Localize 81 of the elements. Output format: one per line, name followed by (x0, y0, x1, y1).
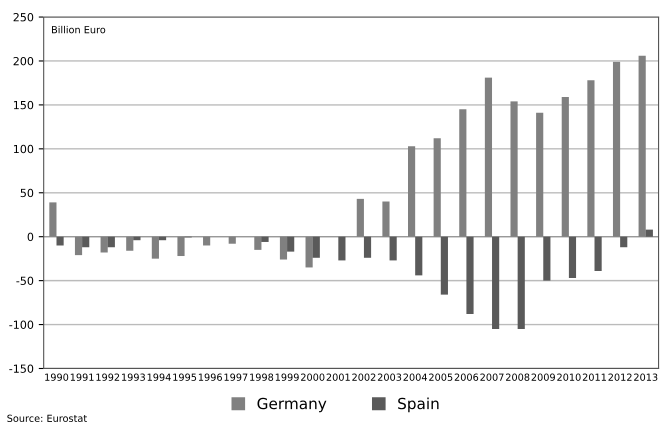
x-tick-label: 1990 (45, 374, 68, 381)
y-tick-label: 200 (14, 56, 34, 66)
x-tick-label: 1999 (276, 374, 299, 381)
bar (364, 236, 372, 258)
bar (492, 236, 500, 329)
x-tick-label: 1992 (96, 374, 120, 381)
bar (108, 236, 115, 248)
bar (356, 198, 364, 237)
bar (74, 236, 82, 256)
bar (620, 236, 628, 248)
bar (484, 78, 492, 237)
x-tick-label: 1993 (122, 374, 145, 381)
bar (338, 236, 346, 260)
bar (228, 236, 236, 244)
bar (587, 80, 595, 237)
bar (568, 236, 576, 278)
bar (390, 236, 397, 260)
bar (261, 236, 269, 242)
bar (280, 236, 288, 260)
bar (126, 236, 134, 251)
x-tick-label: 1997 (224, 374, 248, 381)
bar (312, 236, 320, 258)
bar (49, 202, 56, 237)
x-tick-label: 2006 (454, 374, 478, 381)
y-tick-label: -150 (9, 364, 34, 373)
bar (646, 230, 653, 237)
bar (203, 236, 210, 246)
bar (466, 236, 474, 314)
x-tick-label: 2005 (429, 374, 452, 381)
source-note: Source: Eurostat (7, 414, 87, 422)
x-tick-label: 2007 (480, 374, 504, 381)
x-tick-label: 1995 (173, 374, 196, 381)
bar (408, 146, 416, 237)
bar (133, 236, 141, 240)
bar (100, 236, 108, 253)
bar (594, 236, 602, 271)
bar (158, 236, 166, 240)
bar (254, 236, 262, 250)
x-tick-label: 2003 (378, 374, 402, 381)
y-tick-label: 150 (14, 100, 34, 110)
x-tick-label: 1998 (250, 374, 274, 381)
bar (638, 56, 646, 237)
y-tick-label: -50 (16, 276, 34, 286)
x-tick-label: 2011 (582, 374, 606, 381)
y-tick-label: 50 (20, 188, 34, 198)
bar (434, 138, 441, 237)
bar (287, 236, 294, 252)
x-tick-label: 2002 (352, 374, 376, 381)
x-tick-label: 2012 (608, 374, 632, 381)
bar (612, 62, 620, 237)
bar (562, 96, 569, 237)
bar (510, 101, 518, 237)
bar (306, 236, 313, 268)
x-tick-label: 2004 (404, 374, 427, 381)
x-tick-label: 1991 (70, 374, 94, 381)
bar (536, 112, 544, 237)
bar (152, 236, 159, 259)
y-tick-label: -100 (9, 320, 34, 329)
bar (56, 236, 64, 246)
bar (543, 236, 550, 281)
x-tick-label: 1994 (148, 374, 171, 381)
y-tick-label: 250 (14, 13, 34, 22)
y-axis-title: Billion Euro (52, 26, 106, 34)
x-tick-label: 2000 (301, 374, 324, 381)
x-tick-label: 2010 (557, 374, 581, 381)
legend-label: Spain (398, 397, 439, 412)
bar (440, 236, 448, 295)
x-tick-label: 2001 (326, 374, 350, 381)
bar (382, 202, 390, 237)
bar (518, 236, 525, 329)
y-tick-label: 100 (14, 144, 34, 154)
x-tick-label: 1996 (198, 374, 222, 381)
legend-label: Germany (257, 398, 326, 412)
x-tick-label: 2013 (634, 374, 658, 381)
x-tick-label: 2009 (532, 374, 555, 381)
bar (459, 109, 466, 237)
bar (82, 236, 90, 248)
y-tick-label: 0 (28, 232, 34, 242)
x-tick-label: 2008 (506, 374, 530, 381)
bar (415, 236, 422, 276)
bar (177, 236, 185, 256)
